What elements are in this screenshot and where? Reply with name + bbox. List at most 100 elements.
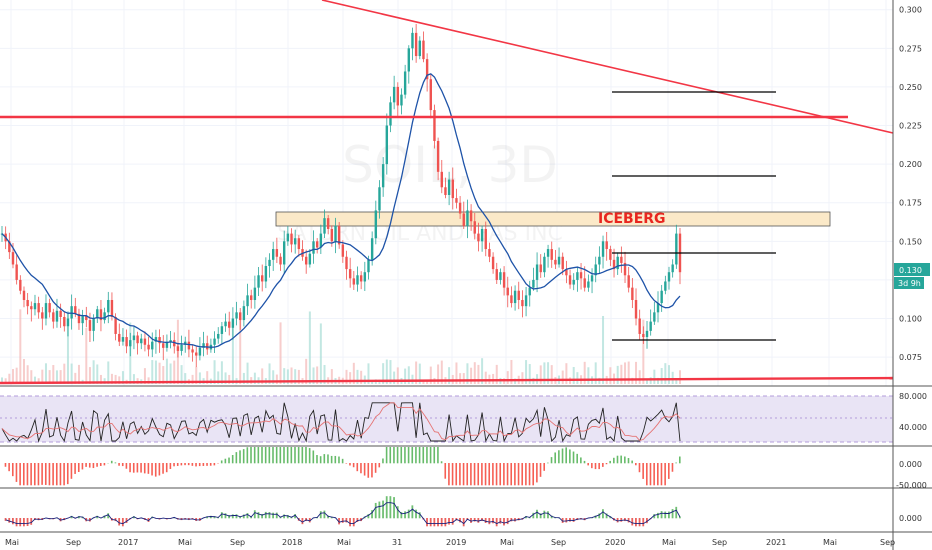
volume-bar [627, 361, 630, 384]
candle-body [557, 256, 561, 265]
oscillator-bar [26, 518, 29, 527]
candle-body [422, 40, 425, 60]
volume-bar [352, 362, 355, 384]
momentum-bar [206, 463, 208, 466]
candle-body [330, 228, 334, 242]
oscillator-bar [415, 509, 417, 519]
candle-body [261, 275, 264, 282]
momentum-bar [125, 463, 128, 469]
time-axis[interactable]: Mai Sep 2017 Mai Sep 2018 Mai 31 2019 Mai Sep 2020 M… [5, 538, 895, 547]
momentum-bar [41, 463, 43, 485]
volume-bar [151, 360, 154, 384]
momentum-bar [11, 463, 14, 477]
volume-bar [308, 311, 311, 384]
oscillator-bar [668, 511, 670, 519]
descending-trendline[interactable] [321, 0, 894, 134]
volume-bar [679, 370, 681, 384]
oscillator-bar [426, 518, 428, 527]
oscillator-bar [539, 513, 542, 519]
momentum-bar [184, 463, 186, 466]
volume-bar [543, 362, 546, 384]
volume-bar [356, 369, 359, 384]
volume-bar [268, 363, 271, 384]
momentum-bar [158, 463, 161, 476]
volume-bar [55, 370, 58, 384]
oscillator-bar [125, 518, 128, 524]
volume-bar [565, 363, 568, 384]
volume-bar [521, 372, 524, 384]
momentum-bar [488, 463, 491, 486]
momentum-bar [521, 463, 524, 486]
momentum-histogram[interactable] [4, 447, 681, 486]
iceberg-zone[interactable] [275, 211, 831, 227]
oscillator-pane[interactable] [4, 496, 681, 527]
candle-body [88, 320, 92, 331]
candle-body [517, 290, 520, 300]
volume-bar [572, 366, 575, 384]
momentum-bar [275, 447, 278, 464]
candle-body [532, 279, 535, 288]
volume-bar [360, 370, 363, 384]
momentum-bar [503, 463, 505, 486]
oscillator-bar [594, 515, 597, 519]
oscillator-bar [286, 514, 289, 519]
oscillator-bar [209, 515, 212, 519]
momentum-bar [660, 463, 663, 486]
volume-bar [349, 372, 352, 384]
oscillator-bar [356, 518, 359, 522]
volume-bar [147, 377, 150, 384]
candle-body [524, 295, 528, 307]
candle-body [184, 341, 187, 345]
volume-bar [396, 367, 399, 384]
oscillator-bar [429, 518, 432, 527]
momentum-bar [613, 457, 615, 464]
price-tick: 0.300 [899, 6, 922, 15]
price-tick: 0.200 [899, 160, 922, 169]
momentum-bar [657, 463, 659, 486]
momentum-bar [510, 463, 513, 486]
candle-body [239, 312, 242, 321]
candle-body [140, 338, 143, 344]
candle-body [664, 281, 667, 291]
volume-bar [294, 369, 297, 384]
candle-body [612, 259, 616, 270]
candle-body [554, 259, 557, 265]
momentum-bar [129, 463, 131, 473]
momentum-bar [283, 447, 285, 464]
rsi-pane[interactable] [0, 395, 893, 443]
oscillator-bar [338, 518, 340, 525]
oscillator-bar [107, 513, 110, 519]
candle-body [656, 303, 660, 313]
volume-bar [407, 366, 410, 384]
volume-bar [389, 360, 392, 384]
candle-body [48, 303, 51, 313]
oscillator-bar [378, 501, 381, 519]
momentum-bar [173, 463, 175, 467]
oscillator-bar [8, 518, 11, 523]
support-line[interactable] [0, 376, 894, 385]
volume-bar [459, 373, 462, 384]
momentum-bar [492, 463, 494, 486]
time-tick: Mai [337, 538, 351, 547]
candle-body [576, 272, 579, 280]
oscillator-bar [213, 516, 216, 519]
momentum-bar [301, 447, 304, 464]
momentum-bar [191, 463, 194, 466]
price-axis[interactable]: 0.0750.1000.1250.1500.1750.2000.2250.250… [899, 6, 922, 362]
momentum-bar [334, 455, 337, 464]
momentum-bar [228, 457, 230, 464]
momentum-bar [517, 463, 520, 486]
price-tick: 0.075 [899, 353, 922, 362]
momentum-bar [74, 463, 76, 474]
oscillator-bar [653, 514, 656, 519]
candle-body [85, 315, 88, 321]
oscillator-bar [492, 518, 494, 524]
volume-bar [316, 366, 319, 384]
time-tick: Sep [230, 538, 245, 547]
oscillator-bar [319, 511, 322, 519]
oscillator-bar [231, 514, 234, 519]
candle-body [550, 249, 553, 260]
momentum-bar [272, 447, 274, 464]
momentum-bar [121, 463, 124, 467]
